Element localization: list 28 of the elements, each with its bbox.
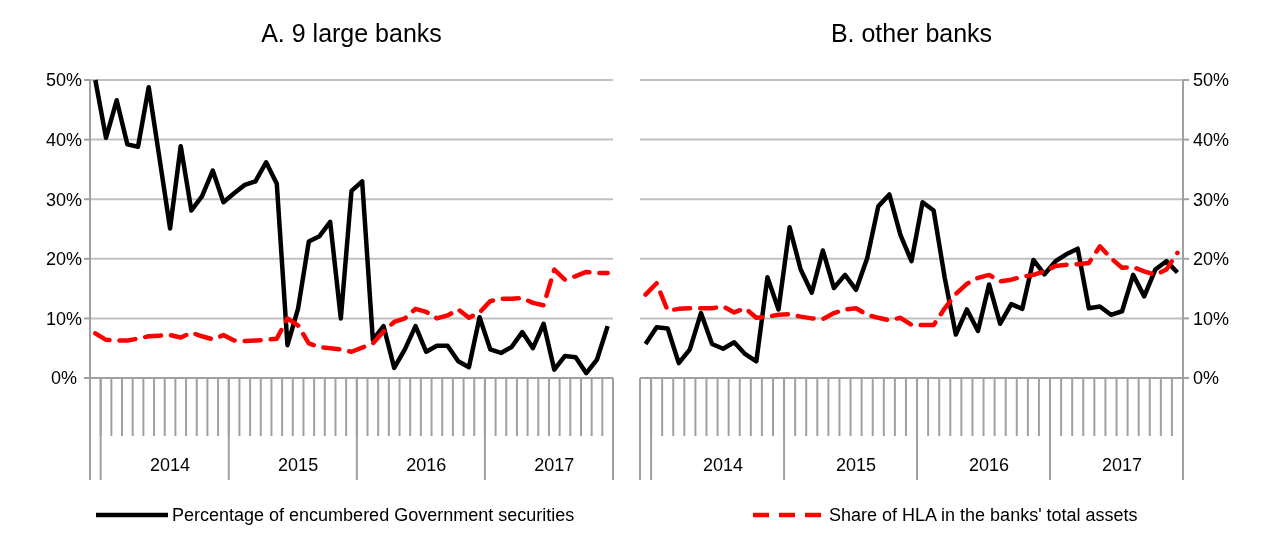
line-series <box>643 192 1180 366</box>
x-tick-label: 2015 <box>836 455 877 475</box>
x-tick-label: 2016 <box>406 455 447 475</box>
y2-tick-label: 50% <box>1193 70 1230 91</box>
y2-tick-label: 20% <box>1193 249 1230 270</box>
y-tick-label: 30% <box>45 189 83 210</box>
y-tick-label: 0% <box>50 368 78 389</box>
y2-tick-label: 30% <box>1193 189 1230 210</box>
line-series <box>93 267 610 355</box>
y-tick-label: 20% <box>45 249 83 270</box>
y-tick-label: 50% <box>45 70 83 91</box>
legend-label: Share of HLA in the banks' total assets <box>829 505 1138 526</box>
y2-tick-label: 10% <box>1193 308 1230 329</box>
chart-title: A. 9 large banks <box>261 19 442 47</box>
legend-label: Percentage of encumbered Government securities <box>172 505 575 526</box>
y-tick-label: 40% <box>45 129 83 150</box>
x-tick-label: 2016 <box>969 455 1010 475</box>
line-series <box>93 77 610 376</box>
x-tick-label: 2017 <box>534 455 575 475</box>
y2-tick-label: 0% <box>1193 368 1220 389</box>
x-tick-label: 2014 <box>703 455 744 475</box>
chart-title: B. other banks <box>830 19 993 47</box>
y2-tick-label: 40% <box>1193 129 1230 150</box>
x-tick-label: 2015 <box>278 455 319 475</box>
x-tick-label: 2014 <box>150 455 191 475</box>
x-tick-label: 2017 <box>1102 455 1143 475</box>
line-series <box>643 244 1180 328</box>
y-tick-label: 10% <box>45 308 83 329</box>
